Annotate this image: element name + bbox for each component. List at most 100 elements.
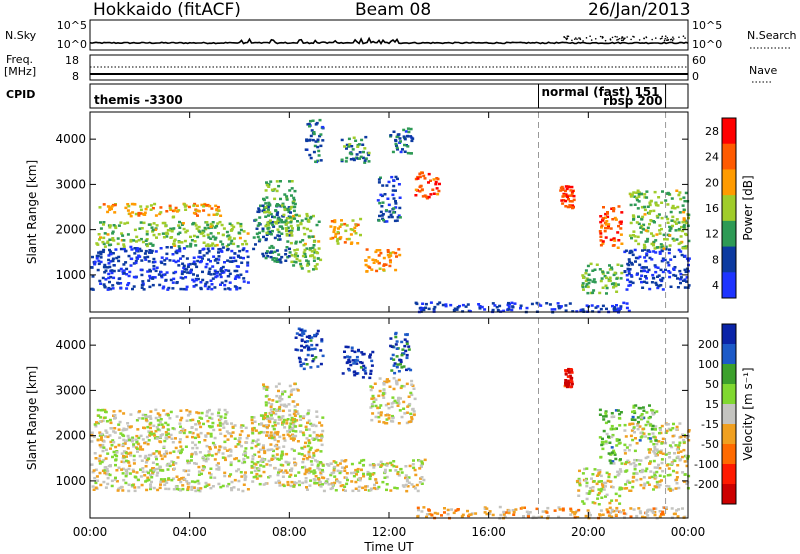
echo-cell [680, 225, 683, 229]
echo-cell [511, 305, 515, 308]
echo-cell [597, 480, 601, 483]
echo-cell [309, 247, 312, 250]
echo-cell [201, 231, 205, 234]
echo-cell [350, 145, 354, 148]
echo-cell [350, 346, 354, 349]
echo-cell [294, 261, 298, 264]
echo-cell [395, 465, 399, 468]
echo-cell [241, 461, 245, 465]
echo-cell [598, 413, 602, 416]
echo-cell [405, 421, 409, 425]
echo-cell [188, 412, 192, 416]
echo-cell [205, 484, 209, 487]
echo-cell [407, 476, 411, 479]
echo-cell [263, 416, 267, 420]
echo-cell [121, 433, 125, 437]
echo-cell [582, 502, 586, 505]
echo-cell [308, 434, 312, 437]
echo-cell [326, 478, 330, 481]
echo-cell [407, 130, 411, 134]
echo-cell [219, 214, 223, 217]
echo-cell [239, 273, 243, 276]
echo-cell [670, 445, 674, 449]
echo-cell [325, 463, 329, 466]
echo-cell [205, 414, 209, 417]
echo-cell [419, 184, 423, 188]
echo-cell [343, 356, 347, 359]
echo-cell [164, 224, 168, 228]
echo-cell [510, 301, 514, 305]
nsearch-dot [664, 35, 667, 37]
echo-cell [649, 440, 653, 443]
echo-cell [406, 485, 410, 488]
echo-cell [566, 205, 570, 209]
echo-cell [687, 474, 691, 478]
echo-cell [216, 205, 220, 209]
nave-label: Nave [749, 64, 778, 77]
echo-cell [103, 245, 107, 248]
echo-cell [574, 511, 578, 514]
echo-cell [108, 206, 112, 209]
echo-cell [685, 436, 689, 439]
echo-cell [595, 482, 599, 486]
echo-cell [604, 421, 608, 425]
echo-cell [250, 441, 254, 445]
echo-cell [674, 229, 678, 232]
echo-cell [315, 223, 319, 227]
echo-cell [637, 200, 641, 203]
echo-cell [687, 284, 691, 287]
echo-cell [169, 278, 173, 282]
echo-cell [102, 203, 106, 206]
echo-cell [383, 220, 387, 223]
echo-cell [653, 513, 657, 517]
nsky-strip-frame [89, 19, 689, 51]
echo-cell [414, 177, 418, 181]
echo-cell [287, 461, 291, 465]
nsky-label: N.Sky [5, 29, 37, 42]
echo-cell [298, 415, 302, 418]
echo-cell [654, 239, 658, 242]
echo-cell [158, 283, 162, 287]
echo-cell [120, 232, 124, 235]
echo-cell [105, 468, 109, 471]
echo-cell [414, 188, 418, 192]
echo-cell [270, 417, 274, 420]
echo-cell [298, 240, 302, 244]
echo-cell [315, 263, 319, 266]
echo-cell [299, 221, 303, 225]
power-ylabel: Slant Range [km] [25, 160, 39, 264]
echo-cell [418, 175, 422, 179]
echo-cell [648, 212, 651, 215]
echo-cell [269, 405, 273, 408]
echo-cell [180, 448, 184, 451]
echo-cell [264, 256, 268, 260]
echo-cell [182, 270, 186, 274]
echo-cell [258, 231, 261, 235]
echo-cell [90, 266, 94, 269]
echo-cell [389, 357, 393, 360]
echo-cell [377, 485, 381, 489]
echo-cell [235, 269, 239, 273]
echo-cell [664, 507, 668, 510]
echo-cell [93, 452, 97, 455]
echo-cell [372, 400, 376, 404]
echo-cell [303, 232, 307, 236]
echo-cell [284, 253, 288, 256]
echo-cell [206, 419, 210, 423]
echo-cell [205, 251, 209, 255]
echo-cell [132, 462, 136, 465]
echo-cell [301, 331, 305, 335]
echo-cell [391, 396, 395, 399]
echo-cell [92, 488, 96, 491]
echo-cell [120, 485, 124, 489]
echo-cell [655, 483, 659, 486]
echo-cell [117, 423, 121, 426]
echo-cell [425, 515, 428, 519]
echo-cell [347, 369, 351, 372]
echo-cell [182, 431, 186, 435]
echo-cell [633, 449, 637, 453]
echo-cell [168, 417, 172, 420]
echo-cell [212, 428, 216, 432]
echo-cell [292, 209, 296, 213]
echo-cell [640, 413, 644, 416]
